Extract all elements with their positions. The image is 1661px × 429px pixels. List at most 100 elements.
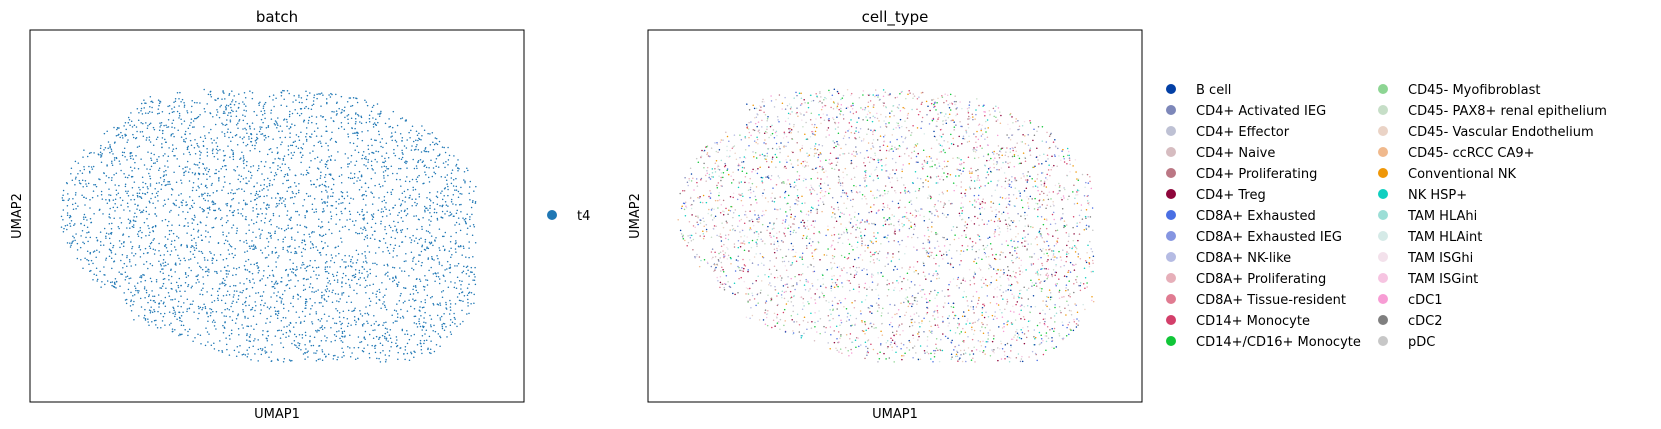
batch-point [367, 274, 369, 276]
batch-point [189, 133, 191, 135]
cell-type-point [952, 302, 955, 305]
batch-point [195, 275, 197, 278]
cell-type-point [743, 280, 746, 283]
cell-type-point [844, 346, 847, 349]
batch-point [103, 132, 106, 135]
batch-point [355, 321, 357, 323]
cell-type-point [908, 325, 911, 328]
batch-point [347, 265, 350, 267]
batch-point [244, 127, 246, 130]
cell-type-point [870, 129, 872, 132]
batch-point [344, 254, 346, 257]
batch-point [217, 294, 220, 297]
batch-point [457, 262, 460, 265]
batch-point [117, 225, 120, 228]
batch-point [353, 347, 355, 349]
cell-type-point [805, 186, 807, 189]
batch-point [220, 299, 223, 302]
batch-point [217, 242, 220, 244]
batch-point [435, 344, 438, 346]
cell-type-point [857, 257, 860, 259]
batch-point [189, 196, 191, 198]
batch-point [308, 286, 311, 288]
batch-point [324, 119, 327, 121]
batch-point [105, 259, 107, 261]
batch-point [294, 109, 296, 111]
batch-point [242, 114, 244, 116]
batch-point [124, 121, 127, 124]
batch-point [187, 330, 189, 333]
batch-point [187, 285, 189, 288]
batch-point [162, 315, 165, 318]
batch-point [283, 89, 285, 92]
batch-point [180, 123, 183, 125]
batch-point [303, 240, 306, 243]
batch-point [370, 191, 372, 193]
batch-point [462, 270, 465, 273]
batch-point [281, 297, 283, 300]
batch-point [293, 151, 296, 154]
batch-point [169, 183, 171, 186]
batch-point [132, 158, 135, 160]
batch-point [353, 319, 356, 322]
batch-point [211, 321, 214, 323]
batch-point [143, 99, 145, 101]
batch-point [215, 114, 218, 116]
batch-point [149, 247, 152, 249]
cell-type-point [815, 92, 817, 95]
batch-point [162, 278, 165, 280]
batch-point [222, 123, 224, 126]
cell-type-point [946, 238, 948, 241]
cell-type-point [981, 133, 984, 135]
batch-point [274, 172, 277, 174]
batch-point [308, 166, 311, 169]
batch-point [246, 355, 249, 358]
batch-point [100, 156, 102, 158]
batch-point [369, 304, 371, 307]
cell-type-point [1002, 161, 1004, 164]
batch-point [454, 303, 457, 305]
batch-point [162, 272, 164, 275]
batch-point [403, 287, 405, 289]
batch-point [291, 196, 293, 199]
batch-point [232, 150, 234, 152]
batch-point [136, 146, 139, 148]
batch-point [101, 280, 103, 283]
batch-point [154, 207, 157, 209]
cell-type-point [679, 192, 681, 195]
batch-panel: batch UMAP1 UMAP2 t4 [10, 8, 590, 422]
cell-type-point [716, 184, 718, 187]
batch-point [229, 245, 232, 247]
batch-point [337, 293, 340, 295]
cell-type-point [1003, 326, 1005, 328]
batch-point [366, 245, 369, 247]
batch-point [455, 203, 457, 206]
batch-point [141, 192, 144, 195]
batch-point [357, 151, 360, 154]
batch-point [270, 112, 272, 114]
batch-point [447, 185, 449, 188]
cell-type-point [817, 156, 820, 159]
batch-point [87, 259, 90, 262]
cell-type-point [734, 270, 737, 272]
cell-type-point [726, 169, 728, 172]
cell-type-point [748, 182, 750, 184]
batch-point [162, 205, 165, 207]
cell-type-point [949, 263, 952, 266]
batch-point [237, 313, 240, 315]
batch-point [361, 315, 364, 317]
cell-type-point [978, 201, 981, 204]
cell-type-point [864, 341, 867, 343]
batch-point [274, 281, 277, 284]
batch-point [280, 169, 283, 172]
batch-point [134, 253, 137, 255]
batch-point [204, 192, 206, 195]
cell-type-point [950, 257, 953, 259]
batch-point [438, 278, 441, 280]
batch-point [298, 245, 300, 248]
batch-point [310, 344, 313, 347]
batch-point [272, 162, 274, 164]
batch-point [357, 336, 360, 338]
batch-point [193, 256, 196, 258]
batch-point [441, 210, 444, 213]
